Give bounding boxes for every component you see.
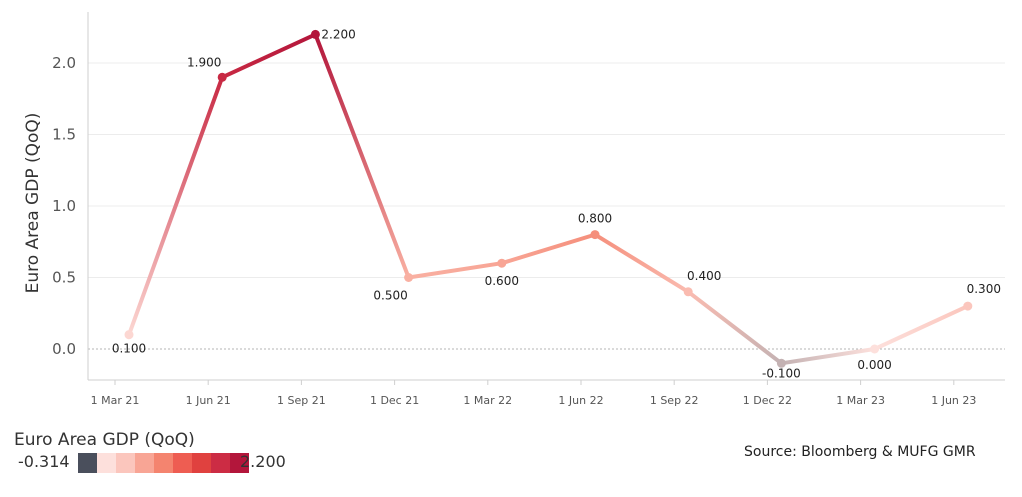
y-tick-label: 0.5 <box>52 269 76 287</box>
color-legend-bar <box>78 453 249 473</box>
data-point[interactable] <box>217 72 227 82</box>
x-tick-label: 1 Sep 22 <box>650 394 699 407</box>
line-segment <box>686 289 784 366</box>
data-labels: 0.100 1.900 2.200 0.500 0.600 0.800 0.400 -0.10… <box>112 27 1001 380</box>
color-legend-swatch <box>154 453 173 473</box>
x-tick-label: 1 Jun 23 <box>931 394 976 407</box>
data-point[interactable] <box>963 301 973 311</box>
data-label: 0.500 <box>373 289 407 303</box>
color-legend-max: 2.200 <box>240 452 286 471</box>
y-tick-label: 2.0 <box>52 54 76 72</box>
color-legend-swatch <box>78 453 97 473</box>
color-legend-swatch <box>135 453 154 473</box>
data-label: 0.100 <box>112 342 146 356</box>
x-tick-label: 1 Jun 22 <box>558 394 603 407</box>
data-point[interactable] <box>776 358 786 368</box>
data-label: 0.400 <box>687 269 721 283</box>
data-label: 0.800 <box>578 212 612 226</box>
data-point[interactable] <box>310 29 320 39</box>
x-tick-label: 1 Dec 22 <box>743 394 792 407</box>
line-segment <box>406 261 504 280</box>
data-label: 0.600 <box>485 274 519 288</box>
line-chart: 0.0 0.5 1.0 1.5 2.0 1 Mar 21 1 Jun 21 1 Sep 21 1… <box>23 12 1005 407</box>
data-point[interactable] <box>870 344 880 354</box>
color-legend-swatch <box>173 453 192 473</box>
data-points <box>124 29 973 368</box>
data-point[interactable] <box>124 330 134 340</box>
x-tick-label: 1 Dec 21 <box>370 394 419 407</box>
grid-lines <box>88 62 1005 350</box>
line-segment <box>220 32 318 80</box>
y-axis-title: Euro Area GDP (QoQ) <box>23 113 43 294</box>
data-point[interactable] <box>404 273 414 282</box>
y-tick-label: 1.0 <box>52 197 76 215</box>
x-tick-label: 1 Jun 21 <box>186 394 231 407</box>
color-legend-swatch <box>116 453 135 473</box>
x-tick-label: 1 Mar 21 <box>91 394 140 407</box>
color-legend: Euro Area GDP (QoQ) -0.314 2.200 <box>14 430 314 490</box>
line-segment <box>127 75 225 337</box>
color-legend-swatch <box>192 453 211 473</box>
line-segment <box>593 232 691 294</box>
data-label: 0.300 <box>967 282 1001 296</box>
data-point[interactable] <box>497 258 507 268</box>
y-tick-label: 1.5 <box>52 126 76 144</box>
line-segment <box>872 304 970 351</box>
color-legend-swatch <box>211 453 230 473</box>
data-point[interactable] <box>683 287 693 297</box>
x-tick-label: 1 Mar 22 <box>463 394 512 407</box>
y-tick-label: 0.0 <box>52 340 76 358</box>
data-label: -0.100 <box>762 366 801 380</box>
data-label: 0.000 <box>857 358 891 372</box>
x-tick-label: 1 Mar 23 <box>836 394 885 407</box>
data-label: 2.200 <box>321 27 355 41</box>
color-legend-title: Euro Area GDP (QoQ) <box>14 430 195 450</box>
line-segment <box>313 32 411 280</box>
series-line <box>127 32 970 366</box>
color-legend-swatch <box>97 453 116 473</box>
line-segment <box>779 347 877 366</box>
axes: 0.0 0.5 1.0 1.5 2.0 1 Mar 21 1 Jun 21 1 Sep 21 1… <box>52 12 1005 407</box>
data-point[interactable] <box>590 230 600 240</box>
data-label: 1.900 <box>187 55 221 69</box>
source-note: Source: Bloomberg & MUFG GMR <box>744 444 976 460</box>
color-legend-swatch <box>230 453 249 473</box>
line-segment <box>499 232 597 266</box>
color-legend-min: -0.314 <box>18 452 70 471</box>
x-tick-label: 1 Sep 21 <box>277 394 326 407</box>
